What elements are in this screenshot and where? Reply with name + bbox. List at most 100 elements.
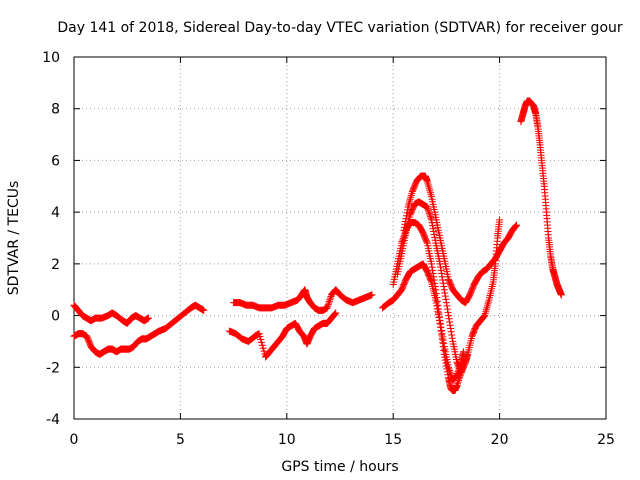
y-tick-label: 2 <box>51 257 60 273</box>
data-point <box>448 331 456 339</box>
data-point <box>512 222 520 230</box>
data-point <box>440 339 448 347</box>
y-tick-label: -2 <box>46 360 60 376</box>
y-tick-label: 8 <box>51 102 60 118</box>
data-point <box>439 333 447 341</box>
data-point <box>437 320 445 328</box>
data-point <box>448 334 456 342</box>
data-point <box>255 330 263 338</box>
data-point <box>430 276 438 284</box>
data-point <box>424 205 432 213</box>
chart-title: Day 141 of 2018, Sidereal Day-to-day VTE… <box>57 20 623 36</box>
y-axis-label: SDTVAR / TECUs <box>6 181 22 296</box>
axis-ticks: 0 5 10 15 20 25 -4 -2 0 2 4 6 8 10 <box>42 50 615 448</box>
data-point <box>437 263 445 271</box>
x-tick-label: 0 <box>70 432 79 448</box>
data-marks <box>70 97 565 395</box>
data-point <box>444 308 452 316</box>
series-trace-late <box>517 97 565 299</box>
data-point <box>326 296 334 304</box>
y-tick-label: 4 <box>51 205 60 221</box>
data-point <box>425 185 433 193</box>
data-point <box>433 302 441 310</box>
data-point <box>440 346 448 354</box>
data-point <box>439 279 447 287</box>
data-point <box>480 313 488 321</box>
series-trace-lower-early <box>70 301 208 358</box>
series-trace-storm-c <box>393 198 467 376</box>
data-point <box>407 193 415 201</box>
data-point <box>435 313 443 321</box>
data-point <box>440 286 448 294</box>
data-point <box>432 290 440 298</box>
data-point <box>442 299 450 307</box>
x-axis-label: GPS time / hours <box>281 459 398 475</box>
data-point <box>424 181 432 189</box>
data-point <box>453 371 461 379</box>
series-trace-storm-b <box>389 218 467 384</box>
y-tick-label: 10 <box>42 50 60 66</box>
data-point <box>482 306 490 314</box>
data-point <box>513 221 521 229</box>
data-point <box>430 230 438 238</box>
data-point <box>484 300 492 308</box>
data-point <box>454 378 462 386</box>
series-trace-lower-mid <box>225 309 340 361</box>
data-point <box>431 233 439 241</box>
data-point <box>512 222 520 230</box>
data-point <box>401 218 409 226</box>
data-point <box>441 292 449 300</box>
data-point <box>431 279 439 287</box>
data-point <box>446 321 454 329</box>
data-point <box>455 377 463 385</box>
data-point <box>430 228 438 236</box>
y-tick-label: -4 <box>46 412 60 428</box>
data-point <box>447 370 455 378</box>
data-point <box>400 223 408 231</box>
data-point <box>258 338 266 346</box>
data-point <box>434 305 442 313</box>
data-point <box>257 335 265 343</box>
data-point <box>324 302 332 310</box>
x-tick-label: 10 <box>278 432 296 448</box>
data-point <box>453 381 461 389</box>
data-point <box>437 323 445 331</box>
data-point <box>258 341 266 349</box>
data-point <box>402 215 410 223</box>
data-point <box>260 347 268 355</box>
data-point <box>484 298 492 306</box>
data-point <box>441 289 449 297</box>
data-point <box>557 291 565 299</box>
x-tick-label: 15 <box>384 432 402 448</box>
data-point <box>454 380 462 388</box>
data-point <box>438 270 446 278</box>
data-point <box>400 233 408 241</box>
data-point <box>405 201 413 209</box>
data-point <box>426 189 434 197</box>
data-point <box>438 330 446 338</box>
data-point <box>323 304 331 312</box>
y-tick-label: 0 <box>51 309 60 325</box>
data-point <box>331 310 339 318</box>
data-point <box>446 368 454 376</box>
series-trace-storm-d <box>400 172 521 307</box>
data-point <box>446 367 454 375</box>
data-point <box>401 220 409 228</box>
data-point <box>426 213 434 221</box>
data-point <box>331 310 339 318</box>
data-point <box>443 305 451 313</box>
data-point <box>443 302 451 310</box>
data-point <box>442 295 450 303</box>
data-point <box>259 344 267 352</box>
data-point <box>430 273 438 281</box>
data-point <box>447 325 455 332</box>
data-point <box>407 191 415 199</box>
data-point <box>403 209 411 217</box>
data-point <box>404 206 412 214</box>
data-point <box>256 333 264 341</box>
data-point <box>432 286 440 294</box>
data-point <box>325 299 333 307</box>
data-point <box>425 209 433 217</box>
data-point <box>144 314 152 322</box>
